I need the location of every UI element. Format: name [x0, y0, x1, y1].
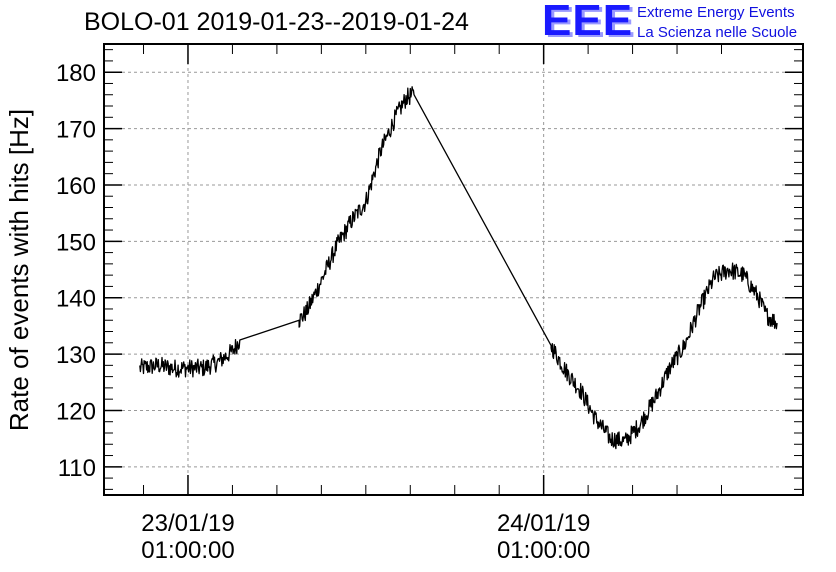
y-tick-label: 140 [56, 286, 96, 313]
x-tick-time: 01:00:00 [141, 537, 234, 564]
chart-title: BOLO-01 2019-01-23--2019-01-24 [84, 8, 469, 36]
grid [104, 44, 803, 495]
x-tick-date: 24/01/19 [497, 510, 590, 537]
logo-line-1: Extreme Energy Events [637, 4, 795, 21]
plot-frame [103, 43, 804, 496]
x-tick-time: 01:00:00 [497, 537, 590, 564]
y-tick-label: 180 [56, 60, 96, 87]
series-layer [139, 86, 778, 450]
y-axis-label: Rate of events with hits [Hz] [4, 109, 34, 431]
eee-logo: EEE Extreme Energy Events La Scienza nel… [542, 0, 836, 45]
y-tick-label: 120 [56, 398, 96, 425]
y-tick-label: 110 [58, 455, 96, 482]
logo-line-2: La Scienza nelle Scuole [637, 24, 798, 41]
y-tick-labels: 110 120 130 140 150 160 170 180 [56, 60, 96, 482]
rate-series-line [139, 86, 778, 450]
y-tick-label: 170 [56, 117, 96, 144]
eee-logo-mark: EEE [542, 0, 634, 45]
y-tick-label: 130 [56, 342, 96, 369]
axis-ticks [104, 44, 803, 495]
x-tick-date: 23/01/19 [141, 510, 234, 537]
y-tick-label: 160 [56, 173, 96, 200]
y-tick-label: 150 [56, 229, 96, 256]
